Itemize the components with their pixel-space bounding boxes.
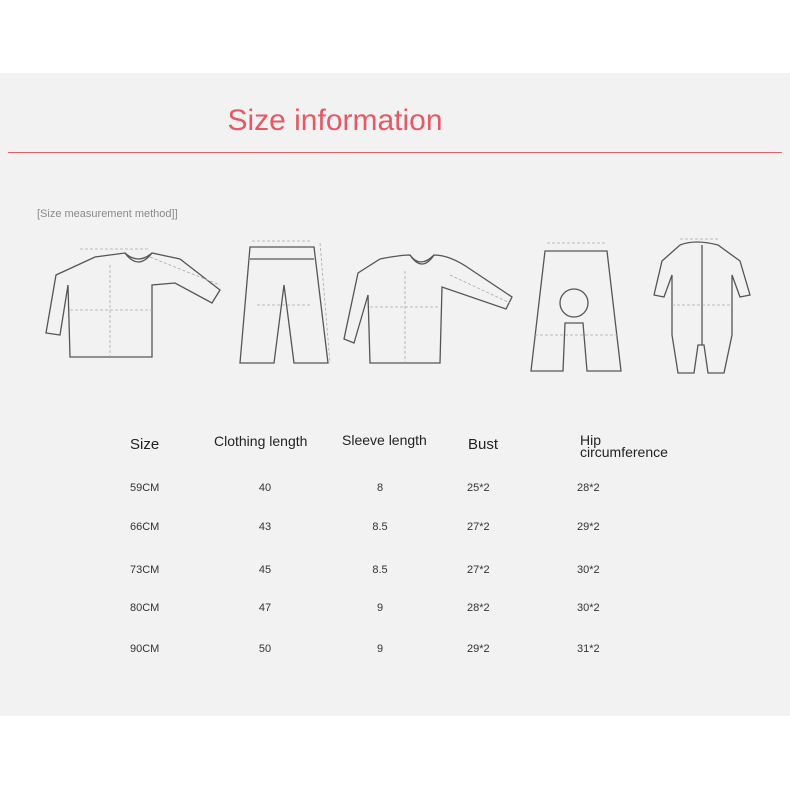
cell-bust: 27*2 <box>467 564 490 576</box>
header-bust: Bust <box>468 436 499 453</box>
page-title: Size information <box>227 104 443 137</box>
cell-size: 73CM <box>130 564 160 576</box>
measurement-method-label: [Size measurement method]] <box>37 208 178 220</box>
cell-sleeve-length: 8.5 <box>372 521 388 533</box>
header-size: Size <box>130 436 160 453</box>
cell-size: 59CM <box>130 482 160 494</box>
cell-bust: 25*2 <box>467 482 490 494</box>
header-hip-circumference: Hip circumference <box>580 432 668 460</box>
cell-hip: 29*2 <box>577 521 600 533</box>
crotchless-pants-illustration <box>525 235 625 375</box>
title-divider <box>8 152 782 153</box>
pants-illustration <box>232 235 332 375</box>
cell-clothing-length: 45 <box>258 564 272 576</box>
cell-size: 80CM <box>130 602 160 614</box>
cell-bust: 29*2 <box>467 643 490 655</box>
cell-sleeve-length: 8.5 <box>372 564 388 576</box>
long-sleeve-top-illustration <box>40 235 225 365</box>
cell-clothing-length: 47 <box>258 602 272 614</box>
cell-sleeve-length: 8 <box>376 482 384 494</box>
cell-bust: 28*2 <box>467 602 490 614</box>
cell-sleeve-length: 9 <box>376 643 384 655</box>
size-chart-panel <box>0 73 790 716</box>
cell-sleeve-length: 9 <box>376 602 384 614</box>
header-clothing-length: Clothing length <box>214 433 308 449</box>
header-sleeve-length: Sleeve length <box>342 432 427 448</box>
raglan-top-illustration <box>340 235 520 365</box>
cell-hip: 28*2 <box>577 482 600 494</box>
cell-hip: 30*2 <box>577 602 600 614</box>
header-hip-line2: circumference <box>580 444 668 460</box>
header-hip-line1: Hip <box>580 432 602 448</box>
cell-clothing-length: 40 <box>258 482 272 494</box>
cell-clothing-length: 50 <box>258 643 272 655</box>
cell-hip: 31*2 <box>577 643 600 655</box>
cell-hip: 30*2 <box>577 564 600 576</box>
cell-size: 66CM <box>130 521 160 533</box>
cell-clothing-length: 43 <box>258 521 272 533</box>
cell-size: 90CM <box>130 643 160 655</box>
romper-illustration <box>650 235 755 375</box>
cell-bust: 27*2 <box>467 521 490 533</box>
